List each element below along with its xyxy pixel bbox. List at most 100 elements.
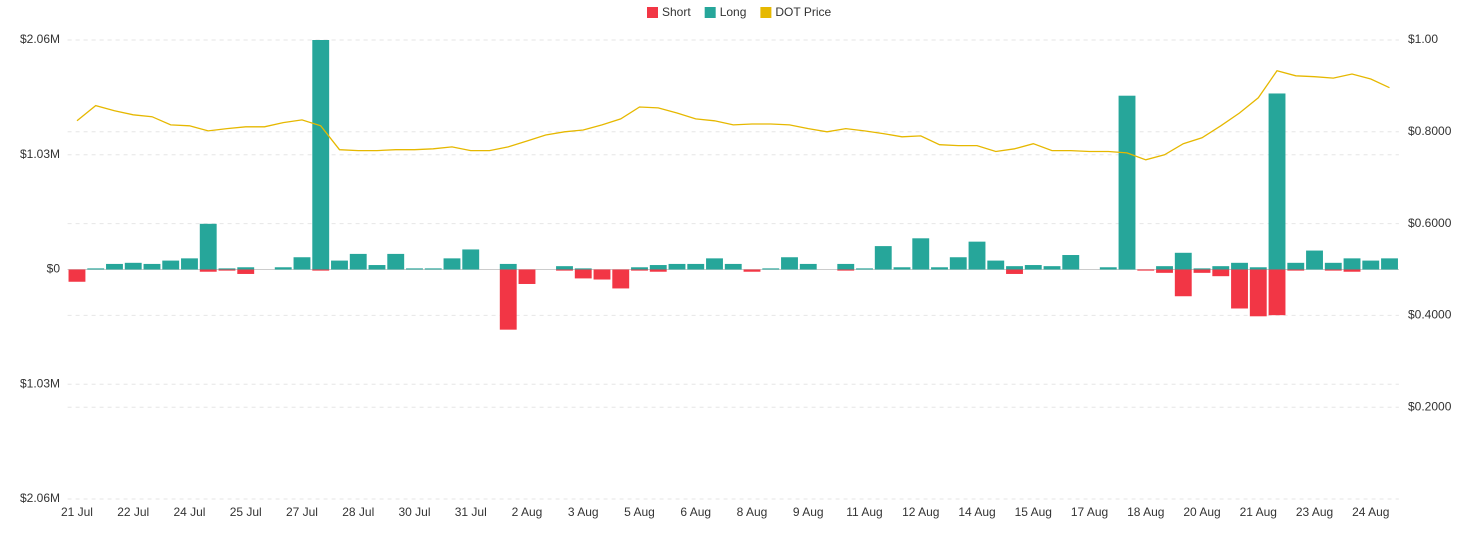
x-tick-label: 24 Aug	[1352, 505, 1389, 519]
x-tick-label: 28 Jul	[342, 505, 374, 519]
bar	[1249, 269, 1267, 317]
bar	[631, 267, 648, 270]
x-tick-label: 24 Jul	[173, 505, 205, 519]
bar	[1324, 269, 1342, 271]
bar	[68, 269, 86, 282]
bar	[349, 253, 367, 270]
legend-swatch	[760, 7, 772, 18]
x-tick-label: 18 Aug	[1127, 505, 1164, 519]
x-tick-label: 27 Jul	[286, 505, 318, 519]
bar	[237, 269, 255, 274]
y-tick-label: $1.03M	[20, 147, 60, 161]
bar	[1137, 269, 1155, 271]
bar	[724, 263, 742, 270]
legend-label[interactable]: Short	[662, 5, 691, 19]
bar	[199, 269, 217, 272]
y-tick-label: $1.03M	[20, 376, 60, 390]
bar	[499, 263, 517, 270]
bar	[181, 258, 198, 270]
bar	[406, 268, 423, 270]
x-tick-label: 2 Aug	[512, 505, 543, 519]
bar	[1362, 260, 1380, 270]
bar	[387, 253, 405, 270]
bar	[368, 265, 386, 270]
bar	[1043, 266, 1061, 270]
x-tick-label: 30 Jul	[398, 505, 430, 519]
x-tick-label: 21 Jul	[61, 505, 93, 519]
bar	[87, 268, 105, 270]
bar	[462, 249, 480, 270]
bar	[556, 266, 573, 270]
price-line	[76, 70, 1390, 161]
bar	[856, 268, 873, 270]
bar	[968, 241, 986, 270]
bar	[668, 263, 686, 270]
x-tick-label: 21 Aug	[1240, 505, 1277, 519]
bar	[837, 269, 855, 271]
legend-label[interactable]: DOT Price	[775, 5, 831, 19]
bar	[799, 263, 817, 270]
legend-swatch	[704, 7, 716, 18]
bar	[1156, 266, 1173, 270]
bar	[143, 263, 161, 270]
x-tick-label: 8 Aug	[737, 505, 768, 519]
bar	[649, 265, 667, 270]
bar	[1193, 269, 1211, 273]
bar	[237, 267, 255, 270]
bar	[1268, 93, 1286, 270]
bar	[743, 269, 761, 272]
x-tick-label: 5 Aug	[624, 505, 655, 519]
bar	[649, 269, 667, 272]
bar	[706, 258, 723, 270]
bar	[312, 269, 330, 271]
x-tick-label: 3 Aug	[568, 505, 599, 519]
x-tick-label: 23 Aug	[1296, 505, 1333, 519]
bar	[1099, 267, 1117, 270]
bar	[949, 257, 967, 270]
bar	[106, 263, 123, 270]
legend-label[interactable]: Long	[720, 5, 747, 19]
bar	[837, 263, 855, 270]
x-tick-label: 31 Jul	[455, 505, 487, 519]
bar	[1006, 266, 1023, 270]
bar	[162, 260, 180, 270]
x-tick-label: 25 Jul	[230, 505, 262, 519]
bar	[556, 269, 573, 271]
y2-tick-label: $0.8000	[1408, 124, 1452, 138]
bar	[218, 269, 236, 271]
bar	[218, 268, 236, 270]
bar	[1381, 258, 1398, 270]
bar	[1174, 269, 1192, 297]
bar	[1231, 269, 1248, 309]
bar	[518, 269, 536, 284]
bar	[1287, 262, 1305, 270]
bar	[687, 263, 705, 270]
bar	[1174, 252, 1192, 270]
legend-swatch	[647, 7, 658, 18]
bar	[987, 260, 1005, 270]
x-tick-label: 11 Aug	[846, 505, 882, 519]
bar	[574, 269, 592, 279]
bar	[574, 268, 592, 270]
bar	[1268, 269, 1286, 316]
bar	[1156, 269, 1173, 273]
bar	[1343, 269, 1361, 272]
x-tick-label: 22 Jul	[117, 505, 149, 519]
bar	[874, 246, 892, 270]
y-tick-label: $2.06M	[20, 32, 60, 46]
bar	[912, 238, 930, 270]
bar	[1212, 266, 1230, 270]
bar	[1118, 95, 1136, 270]
bar	[781, 257, 798, 270]
bar	[443, 258, 461, 270]
y-tick-label: $2.06M	[20, 491, 60, 505]
bar	[331, 260, 348, 270]
y-tick-label: $0	[47, 262, 61, 276]
y2-tick-label: $0.4000	[1408, 308, 1452, 322]
x-tick-label: 6 Aug	[680, 505, 711, 519]
bar	[1024, 265, 1042, 270]
bar	[1343, 258, 1361, 270]
bar	[631, 269, 648, 271]
x-tick-label: 12 Aug	[902, 505, 939, 519]
